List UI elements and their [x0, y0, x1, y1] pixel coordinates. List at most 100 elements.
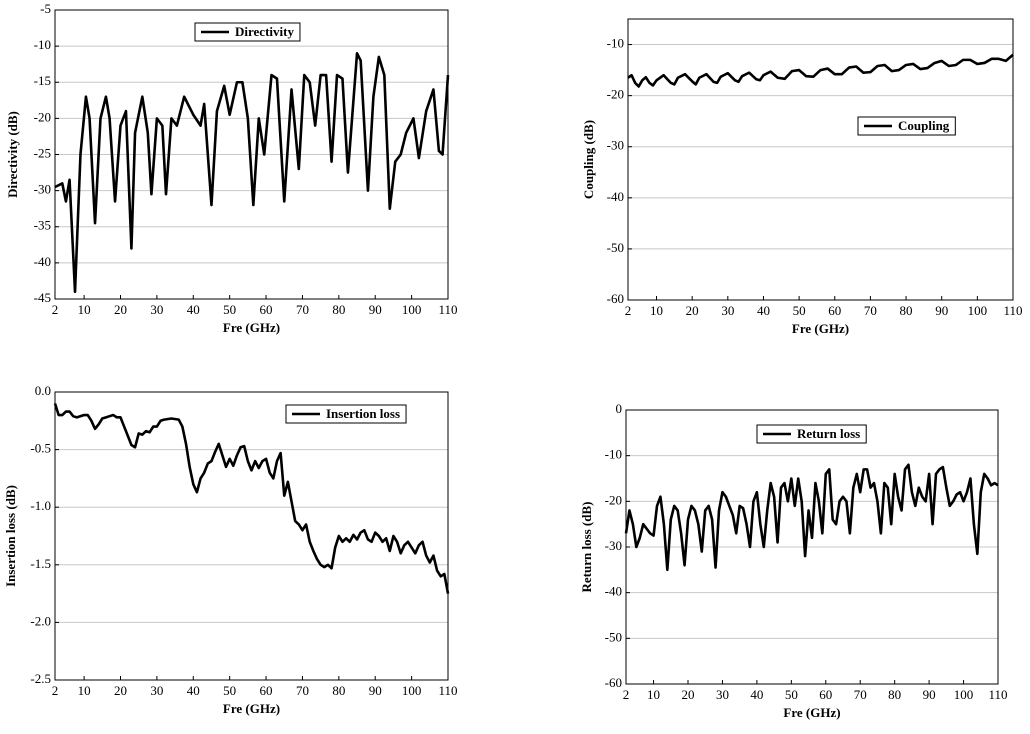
legend-label: Return loss — [797, 426, 860, 441]
x-tick-label: 100 — [954, 687, 974, 702]
y-tick-label: -25 — [34, 145, 51, 160]
legend-box — [194, 22, 301, 42]
y-tick-label: -50 — [607, 240, 624, 255]
x-tick-label: 90 — [369, 302, 382, 317]
x-tick-label: 70 — [296, 302, 309, 317]
x-tick-label: 100 — [402, 683, 422, 698]
x-tick-label: 60 — [260, 302, 273, 317]
legend: Insertion loss — [285, 404, 407, 424]
y-tick-label: -30 — [34, 182, 51, 197]
y-tick-label: 0.0 — [35, 383, 51, 398]
y-tick-label: 0 — [616, 401, 623, 416]
y-tick-label: -40 — [34, 254, 51, 269]
y-tick-label: -45 — [34, 290, 51, 305]
x-tick-label: 110 — [438, 683, 457, 698]
x-tick-label: 90 — [923, 687, 936, 702]
x-axis-label: Fre (GHz) — [783, 705, 840, 720]
x-tick-label: 80 — [332, 302, 345, 317]
y-tick-label: -30 — [607, 138, 624, 153]
y-tick-label: -20 — [34, 109, 51, 124]
x-axis-label: Fre (GHz) — [792, 321, 849, 336]
x-tick-label: 80 — [888, 687, 901, 702]
x-tick-label: 2 — [52, 302, 59, 317]
x-tick-label: 70 — [864, 303, 877, 318]
y-tick-label: -60 — [607, 291, 624, 306]
x-tick-label: 30 — [150, 683, 163, 698]
y-tick-label: -10 — [34, 37, 51, 52]
data-line — [53, 403, 450, 594]
x-tick-label: 110 — [988, 687, 1007, 702]
legend: Coupling — [857, 116, 956, 136]
y-tick-label: -50 — [605, 629, 622, 644]
x-tick-label: 10 — [647, 687, 660, 702]
x-tick-label: 40 — [187, 683, 200, 698]
data-line — [624, 463, 999, 572]
x-tick-label: 60 — [828, 303, 841, 318]
x-axis-label: Fre (GHz) — [223, 320, 280, 335]
y-tick-label: -35 — [34, 218, 51, 233]
y-tick-label: -10 — [605, 447, 622, 462]
x-tick-label: 60 — [819, 687, 832, 702]
x-tick-label: 50 — [793, 303, 806, 318]
y-tick-label: -2.5 — [30, 671, 51, 686]
x-tick-label: 20 — [114, 683, 127, 698]
x-tick-label: 80 — [332, 683, 345, 698]
y-axis-label: Coupling (dB) — [581, 120, 596, 199]
x-tick-label: 30 — [150, 302, 163, 317]
x-tick-label: 20 — [686, 303, 699, 318]
x-tick-label: 100 — [402, 302, 422, 317]
data-line — [627, 53, 1014, 88]
x-tick-label: 90 — [935, 303, 948, 318]
y-tick-label: -10 — [607, 36, 624, 51]
y-tick-label: -20 — [605, 492, 622, 507]
legend-label: Insertion loss — [326, 406, 400, 421]
plot-frame — [627, 18, 1014, 301]
plot-frame — [625, 409, 999, 685]
y-axis-label: Return loss (dB) — [579, 501, 594, 592]
legend-box — [285, 404, 407, 424]
legend: Directivity — [194, 22, 301, 42]
x-tick-label: 110 — [1003, 303, 1022, 318]
x-tick-label: 40 — [187, 302, 200, 317]
x-tick-label: 10 — [78, 302, 91, 317]
y-tick-label: -5 — [40, 1, 51, 16]
x-tick-label: 40 — [750, 687, 763, 702]
y-tick-label: -0.5 — [30, 441, 51, 456]
plot-frame — [54, 391, 449, 681]
x-tick-label: 30 — [716, 687, 729, 702]
legend-label: Coupling — [898, 118, 950, 133]
x-tick-label: 30 — [721, 303, 734, 318]
x-tick-label: 40 — [757, 303, 770, 318]
x-tick-label: 80 — [900, 303, 913, 318]
y-tick-label: -1.0 — [30, 498, 51, 513]
y-tick-label: -40 — [605, 584, 622, 599]
x-axis-label: Fre (GHz) — [223, 701, 280, 716]
legend: Return loss — [756, 424, 867, 444]
y-tick-label: -15 — [34, 73, 51, 88]
x-tick-label: 2 — [52, 683, 59, 698]
x-tick-label: 20 — [682, 687, 695, 702]
x-tick-label: 70 — [854, 687, 867, 702]
y-axis-label: Directivity (dB) — [5, 111, 20, 198]
x-tick-label: 10 — [650, 303, 663, 318]
y-axis-label: Insertion loss (dB) — [3, 485, 18, 587]
y-tick-label: -1.5 — [30, 556, 51, 571]
x-tick-label: 50 — [223, 302, 236, 317]
y-tick-label: -2.0 — [30, 613, 51, 628]
y-tick-label: -30 — [605, 538, 622, 553]
x-tick-label: 100 — [968, 303, 988, 318]
y-tick-label: -40 — [607, 189, 624, 204]
x-tick-label: 10 — [78, 683, 91, 698]
x-tick-label: 2 — [623, 687, 630, 702]
x-tick-label: 50 — [223, 683, 236, 698]
x-tick-label: 60 — [260, 683, 273, 698]
y-tick-label: -60 — [605, 675, 622, 690]
x-tick-label: 2 — [625, 303, 632, 318]
x-tick-label: 50 — [785, 687, 798, 702]
x-tick-label: 110 — [438, 302, 457, 317]
x-tick-label: 20 — [114, 302, 127, 317]
legend-box — [756, 424, 867, 444]
data-line — [54, 52, 450, 294]
plot-frame — [54, 9, 449, 300]
